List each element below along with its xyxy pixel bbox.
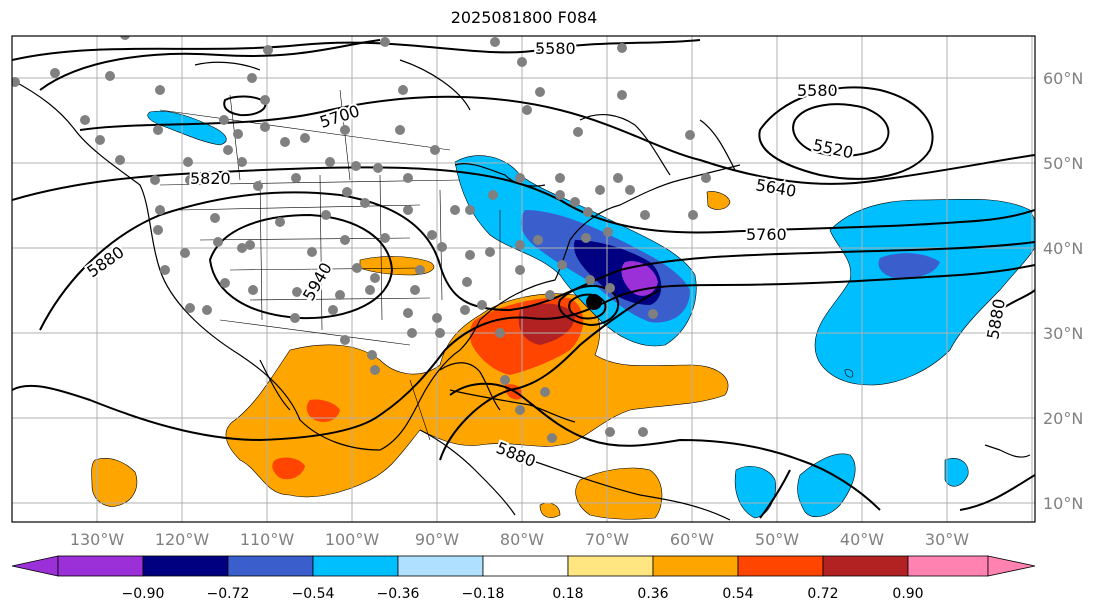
contour-label: 5820 (190, 169, 231, 188)
latitude-label: 40°N (1043, 239, 1083, 258)
colorbar-tick-label: 0.72 (807, 586, 838, 602)
colorbar-swatch (822, 555, 909, 577)
contour-label: 5580 (797, 81, 838, 100)
contour-label: 5760 (746, 225, 787, 244)
latitude-label: 50°N (1043, 154, 1083, 173)
colorbar-swatch (737, 555, 824, 577)
colorbar-extend-high (987, 555, 1036, 577)
latitude-label: 30°N (1043, 324, 1083, 343)
longitude-label: 120°W (155, 530, 210, 549)
longitude-label: 110°W (240, 530, 295, 549)
colorbar-labels: −0.90 −0.72 −0.54 −0.36 −0.18 0.18 0.36 … (122, 586, 924, 602)
colorbar-tick-label: 0.36 (637, 586, 668, 602)
colorbar-swatch (227, 555, 314, 577)
colorbar-tick-label: 0.18 (552, 586, 583, 602)
colorbar-tick-label: 0.54 (722, 586, 753, 602)
colorbar-tick-label: −0.54 (292, 586, 335, 602)
latitude-label: 10°N (1043, 494, 1083, 513)
plot-border (11, 35, 1036, 523)
colorbar-tick-label: −0.72 (207, 586, 250, 602)
map-title: 2025081800 F084 (450, 8, 598, 27)
colorbar (11, 555, 1036, 577)
longitude-label: 70°W (585, 530, 629, 549)
colorbar-swatch (567, 555, 654, 577)
longitude-label: 80°W (500, 530, 544, 549)
contour-label: 5580 (535, 39, 576, 58)
colorbar-swatch (907, 555, 989, 577)
low-pressure-center (586, 294, 602, 310)
longitude-label: 60°W (670, 530, 714, 549)
station-dots (12, 36, 711, 443)
longitude-labels: 130°W 120°W 110°W 100°W 90°W 80°W 70°W 6… (70, 530, 969, 549)
contour-labels: 5580 5700 5820 5880 5940 5580 5520 5640 … (81, 37, 1011, 473)
longitude-label: 50°W (755, 530, 799, 549)
strongest-positive-shading (518, 303, 575, 345)
latitude-label: 20°N (1043, 409, 1083, 428)
height-contours (12, 39, 1035, 519)
colorbar-swatch (312, 555, 399, 577)
latitude-labels: 60°N 50°N 40°N 30°N 20°N 10°N (1043, 69, 1083, 513)
longitude-label: 100°W (325, 530, 380, 549)
longitude-label: 30°W (925, 530, 969, 549)
colorbar-swatch (142, 555, 229, 577)
colorbar-extend-low (11, 555, 59, 577)
colorbar-swatch (652, 555, 739, 577)
colorbar-swatch (57, 555, 144, 577)
longitude-label: 40°W (840, 530, 884, 549)
colorbar-tick-label: −0.90 (122, 586, 165, 602)
colorbar-swatch (397, 555, 484, 577)
colorbar-tick-label: −0.36 (377, 586, 420, 602)
longitude-label: 90°W (415, 530, 459, 549)
colorbar-swatch (482, 555, 569, 577)
colorbar-tick-label: 0.90 (892, 586, 923, 602)
latitude-label: 60°N (1043, 69, 1083, 88)
strongest-negative-shading (621, 261, 658, 296)
colorbar-tick-label: −0.18 (462, 586, 505, 602)
coastlines (12, 59, 1031, 521)
longitude-label: 130°W (70, 530, 125, 549)
